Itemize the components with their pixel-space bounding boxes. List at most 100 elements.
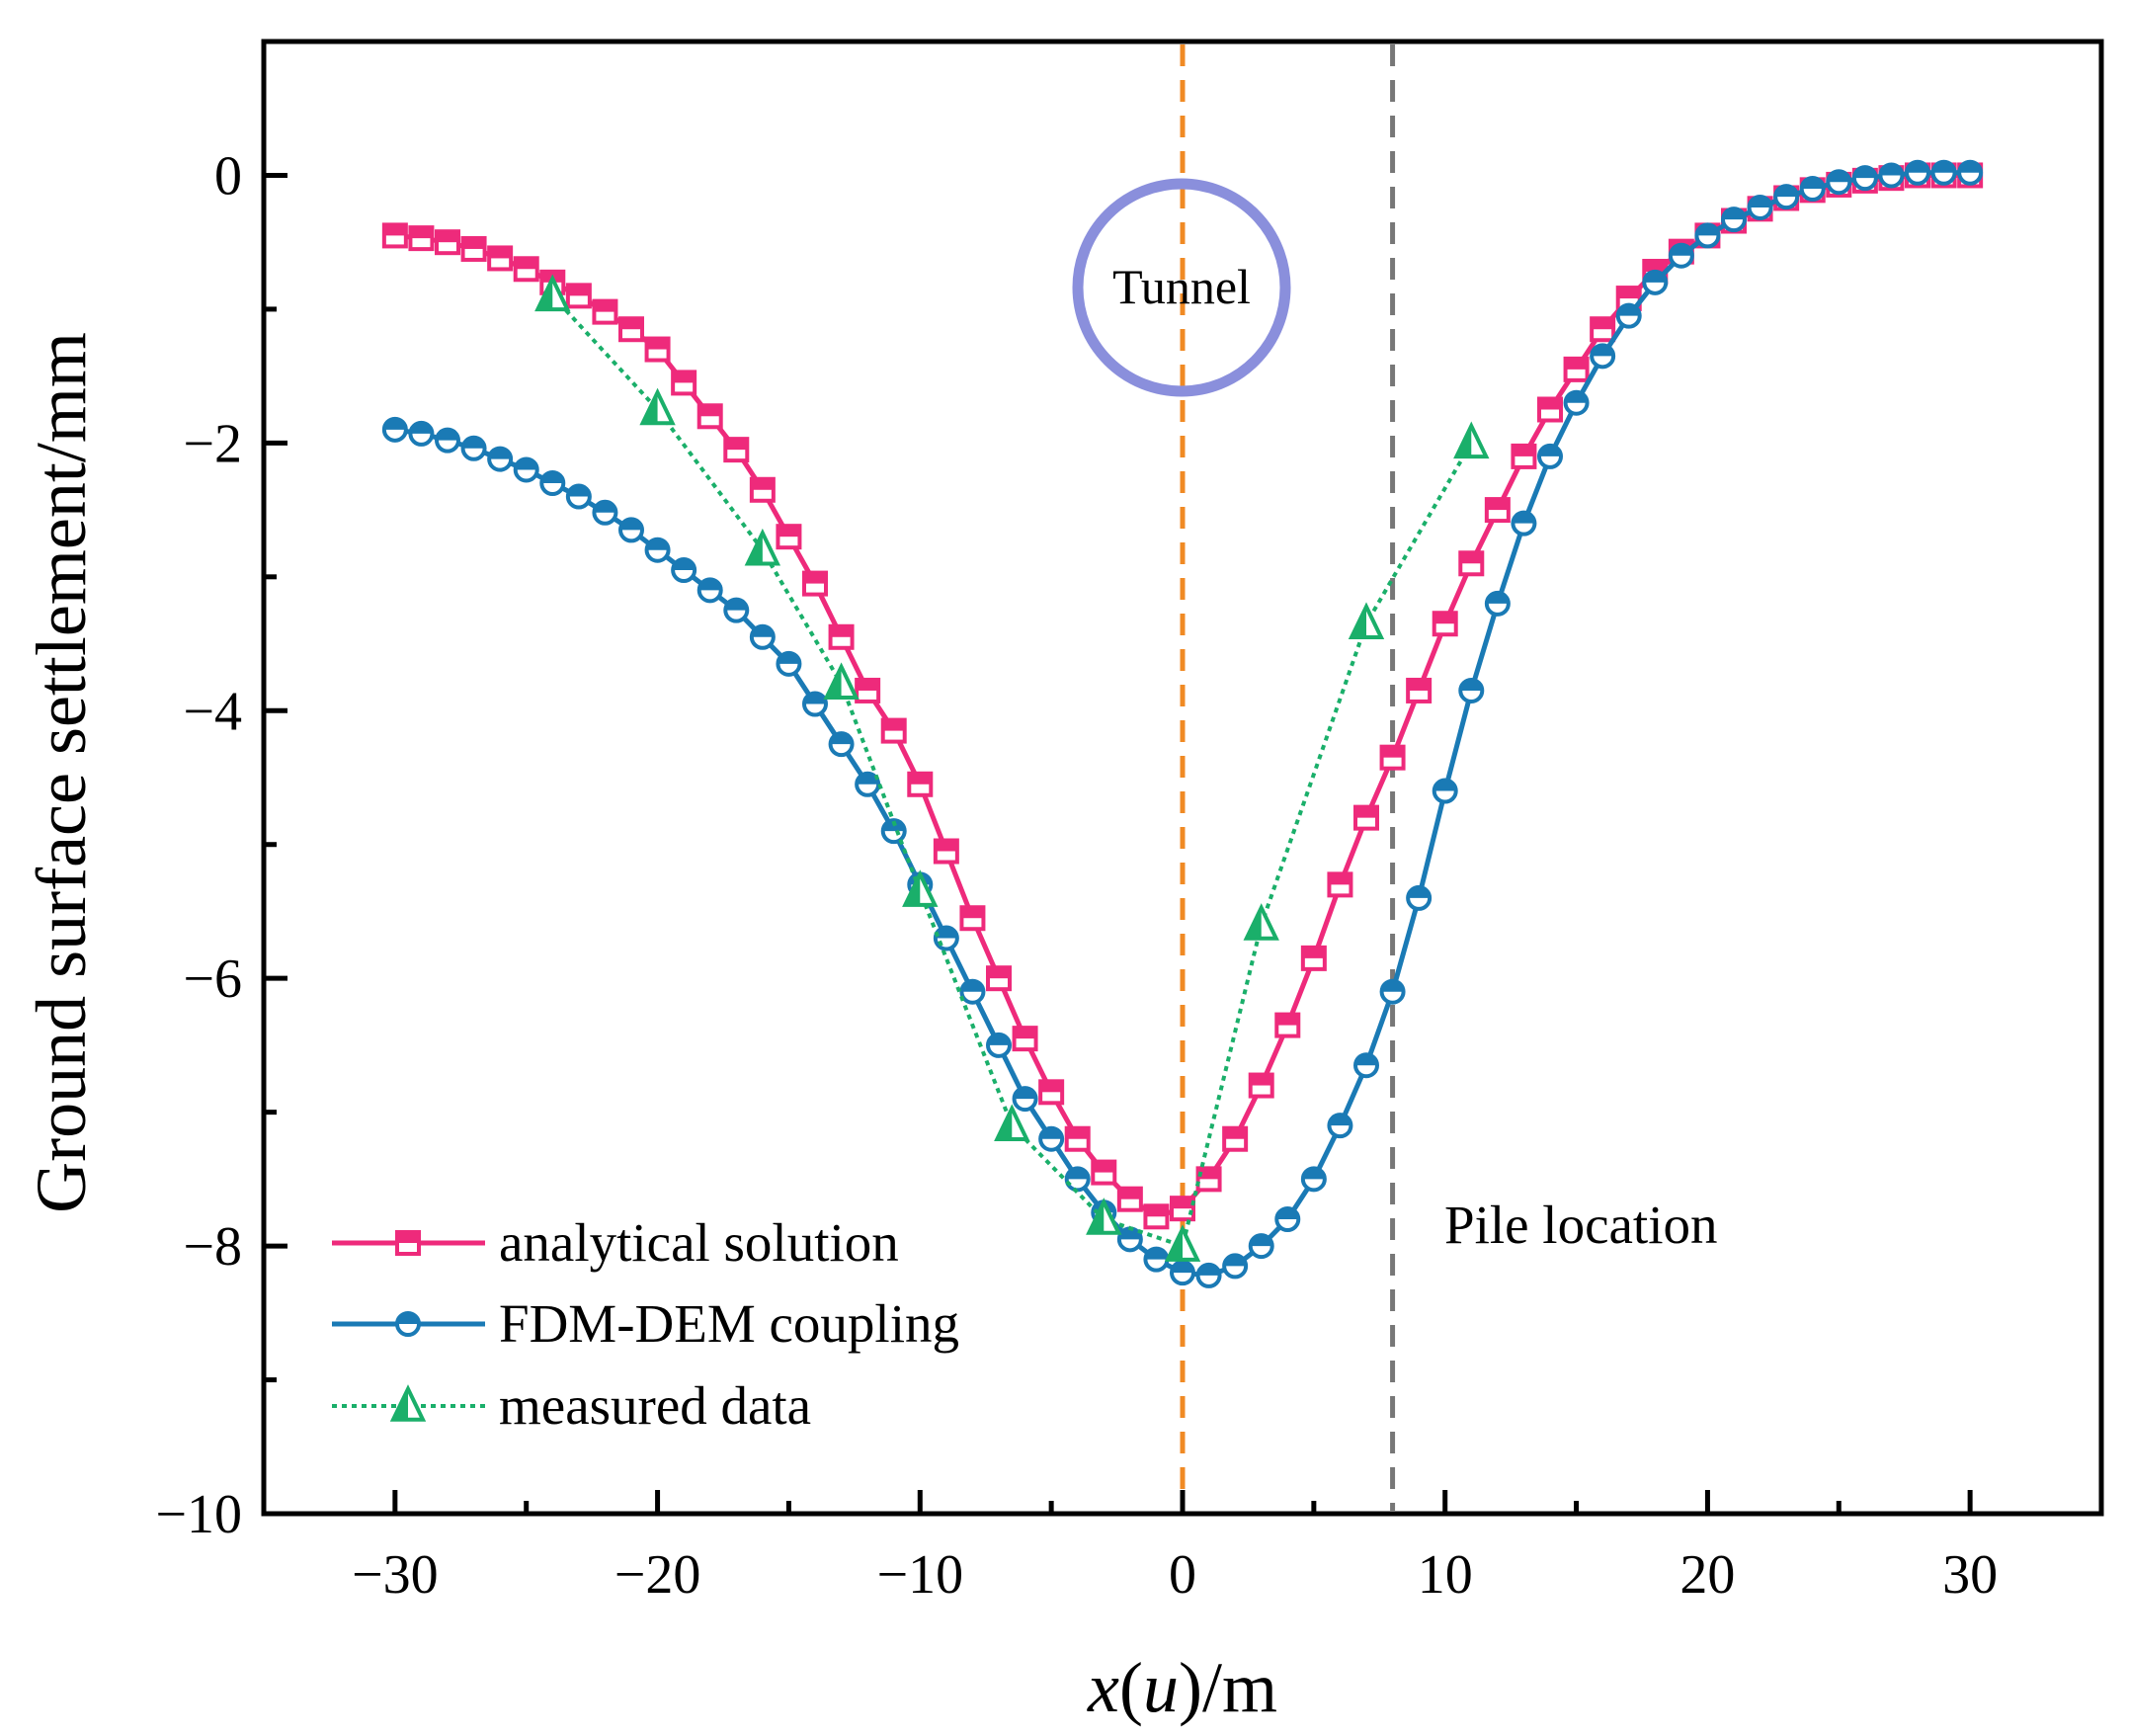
- square-marker-fill: [1329, 873, 1351, 885]
- legend-item: analytical solution: [332, 1212, 899, 1273]
- circle-marker-fill: [1408, 886, 1431, 898]
- circle-marker-fill: [1066, 1168, 1089, 1180]
- x-tick-label: −10: [876, 1544, 963, 1606]
- circle-marker-fill: [489, 448, 512, 459]
- y-tick-label: −10: [155, 1484, 242, 1545]
- square-marker-fill: [1433, 613, 1456, 624]
- square-marker-fill: [778, 526, 800, 537]
- square-marker-fill: [515, 258, 537, 270]
- circle-marker-fill: [594, 501, 616, 513]
- tunnel-label: Tunnel: [1112, 259, 1251, 314]
- square-marker-fill: [1460, 552, 1483, 564]
- square-marker-fill: [725, 439, 748, 451]
- square-marker-fill: [1066, 1127, 1089, 1139]
- square-marker-fill: [1276, 1014, 1299, 1026]
- circle-marker-fill: [961, 980, 984, 992]
- x-tick-label: 20: [1679, 1544, 1735, 1606]
- x-axis-title-u: u: [1143, 1648, 1179, 1727]
- circle-marker-fill: [1907, 161, 1928, 173]
- y-tick-label: 0: [214, 145, 242, 207]
- pile-location-label: Pile location: [1444, 1195, 1717, 1255]
- x-axis-title: x(u)/m: [1087, 1648, 1277, 1727]
- square-marker-fill: [1355, 806, 1377, 818]
- circle-marker-fill: [1828, 171, 1850, 183]
- square-marker-fill: [646, 338, 669, 350]
- x-axis-title-rest: )/m: [1179, 1648, 1277, 1727]
- circle-marker-fill: [1118, 1228, 1141, 1240]
- circle-marker-fill: [1801, 178, 1824, 189]
- circle-marker-fill: [462, 437, 485, 449]
- series-fdm-dem-coupling: [381, 159, 1984, 1288]
- circle-marker-fill: [437, 429, 458, 441]
- circle-marker-fill: [397, 1313, 419, 1324]
- triangle-marker-fill: [826, 666, 842, 698]
- square-marker-fill: [909, 773, 932, 785]
- circle-marker-fill: [1302, 1168, 1325, 1180]
- square-marker-fill: [1513, 445, 1535, 456]
- y-tick-label: −6: [183, 949, 242, 1010]
- series-layer: [381, 159, 1984, 1288]
- square-marker-fill: [1539, 398, 1561, 410]
- square-marker-fill: [1250, 1074, 1272, 1086]
- legend-label: FDM-DEM coupling: [499, 1293, 959, 1354]
- circle-marker-fill: [1486, 592, 1509, 604]
- circle-marker-fill: [857, 773, 879, 785]
- circle-marker-fill: [1932, 161, 1955, 173]
- circle-marker-fill: [1959, 161, 1982, 173]
- y-tick-label: −8: [183, 1216, 242, 1278]
- circle-marker-fill: [1749, 196, 1771, 207]
- x-tick-label: −20: [614, 1544, 701, 1606]
- circle-marker-fill: [1696, 224, 1719, 236]
- square-marker-fill: [673, 372, 696, 383]
- x-tick-label: 0: [1169, 1544, 1196, 1606]
- square-marker-fill: [1172, 1198, 1193, 1209]
- circle-marker-fill: [778, 652, 800, 664]
- square-marker-fill: [437, 231, 458, 243]
- circle-marker-fill: [1775, 186, 1798, 198]
- square-marker-fill: [961, 907, 984, 919]
- circle-marker-fill: [1224, 1255, 1247, 1267]
- series-line: [550, 294, 1474, 1249]
- circle-marker-fill: [620, 519, 642, 531]
- triangle-marker-fill: [1089, 1201, 1105, 1233]
- circle-marker-fill: [1014, 1088, 1036, 1100]
- circle-marker-fill: [1250, 1235, 1272, 1247]
- circle-marker-fill: [1723, 208, 1745, 220]
- square-marker-fill: [1040, 1081, 1063, 1093]
- triangle-marker-fill: [905, 873, 921, 905]
- circle-marker-fill: [935, 927, 957, 939]
- square-marker-fill: [594, 300, 616, 312]
- square-marker-fill: [489, 247, 512, 259]
- circle-marker-fill: [646, 538, 669, 550]
- circle-marker-fill: [1565, 391, 1588, 403]
- circle-marker-fill: [541, 472, 564, 483]
- x-tick-label: 30: [1942, 1544, 1998, 1606]
- tunnel-annotation: Tunnel: [1072, 178, 1291, 397]
- square-marker-fill: [620, 318, 642, 330]
- square-marker-fill: [1224, 1127, 1247, 1139]
- circle-marker-fill: [1145, 1248, 1168, 1260]
- legend-label: analytical solution: [499, 1212, 899, 1273]
- legend-item: measured data: [332, 1375, 811, 1436]
- x-tick-label: −30: [352, 1544, 439, 1606]
- circle-marker-fill: [673, 559, 696, 571]
- circle-marker-fill: [1670, 244, 1692, 256]
- circle-marker-fill: [1539, 445, 1561, 456]
- square-marker-fill: [567, 285, 590, 296]
- tunnel-circle: [1072, 178, 1291, 397]
- square-marker-fill: [1617, 288, 1640, 299]
- square-marker-fill: [462, 237, 485, 249]
- square-marker-fill: [804, 572, 826, 584]
- circle-marker-fill: [1197, 1264, 1220, 1276]
- square-marker-fill: [882, 719, 905, 731]
- circle-marker-fill: [1329, 1115, 1351, 1126]
- square-marker-fill: [383, 224, 406, 236]
- square-marker-fill: [1093, 1161, 1115, 1173]
- x-tick-label: 10: [1418, 1544, 1473, 1606]
- triangle-marker-fill: [997, 1108, 1013, 1139]
- axis-ticks: −30 −20 −10 0 10 20 30 0 −2 −4 −6 −8 −10: [155, 145, 1998, 1606]
- square-marker-fill: [1014, 1028, 1036, 1039]
- square-marker-fill: [1565, 358, 1588, 370]
- square-marker-fill: [1145, 1205, 1168, 1217]
